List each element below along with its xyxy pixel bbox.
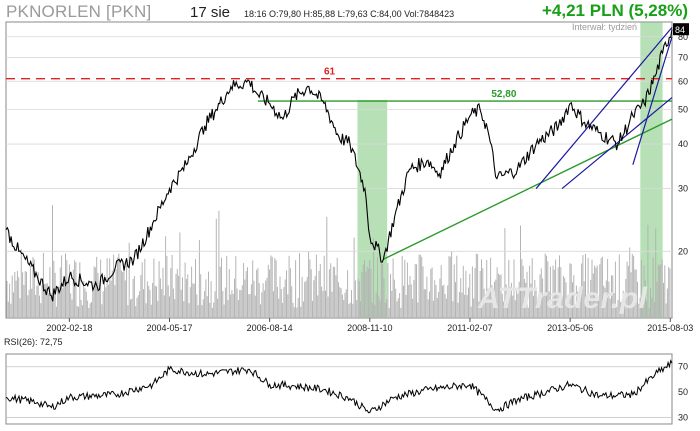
rsi-y-tick: 70 [678, 362, 688, 372]
resistance-label: 61 [324, 67, 336, 78]
price-y-tick: 80 [678, 32, 688, 42]
rsi-y-tick: 50 [678, 387, 688, 397]
channel-middle [561, 97, 673, 190]
price-change: +4,21 PLN (5,28%) [542, 1, 688, 20]
rsi-panel-frame [5, 353, 673, 425]
x-tick-label: 2006-08-14 [247, 323, 293, 333]
x-tick-label: 2004-05-17 [146, 323, 192, 333]
ticker-title: PKNORLEN [PKN] [6, 2, 152, 21]
last-value-label: 84 [675, 25, 685, 35]
price-y-tick: 70 [678, 52, 688, 62]
ohlc-stats: 18:16 O:79,80 H:85,88 L:79,63 C:84,00 Vo… [244, 9, 455, 19]
level-label: 52,80 [491, 89, 516, 100]
x-tick-label: 2002-02-18 [46, 323, 92, 333]
price-y-tick: 30 [678, 184, 688, 194]
x-tick-label: 2015-08-03 [647, 323, 693, 333]
interval-label: Interwał: tydzień [572, 22, 638, 32]
watermark: ATTrader.pl [478, 282, 648, 315]
rsi-series-line [5, 359, 673, 414]
price-series-line [5, 29, 673, 302]
x-tick-label: 2013-05-06 [547, 323, 593, 333]
channel-upper [535, 26, 673, 189]
price-y-tick: 60 [678, 76, 688, 86]
price-y-tick: 40 [678, 139, 688, 149]
volume-bars [6, 205, 671, 318]
price-y-tick: 50 [678, 104, 688, 114]
price-y-tick: 20 [678, 246, 688, 256]
last-value-box [673, 23, 689, 36]
date-label: 17 sie [190, 4, 231, 21]
price-panel-frame [5, 21, 673, 319]
support-trendline [383, 118, 673, 260]
rsi-y-tick: 30 [678, 413, 688, 423]
channel-lower [632, 36, 673, 165]
x-tick-label: 2008-11-10 [347, 323, 392, 333]
rsi-label: RSI(26): 72,75 [4, 337, 63, 347]
x-tick-label: 2011-02-07 [447, 323, 492, 333]
